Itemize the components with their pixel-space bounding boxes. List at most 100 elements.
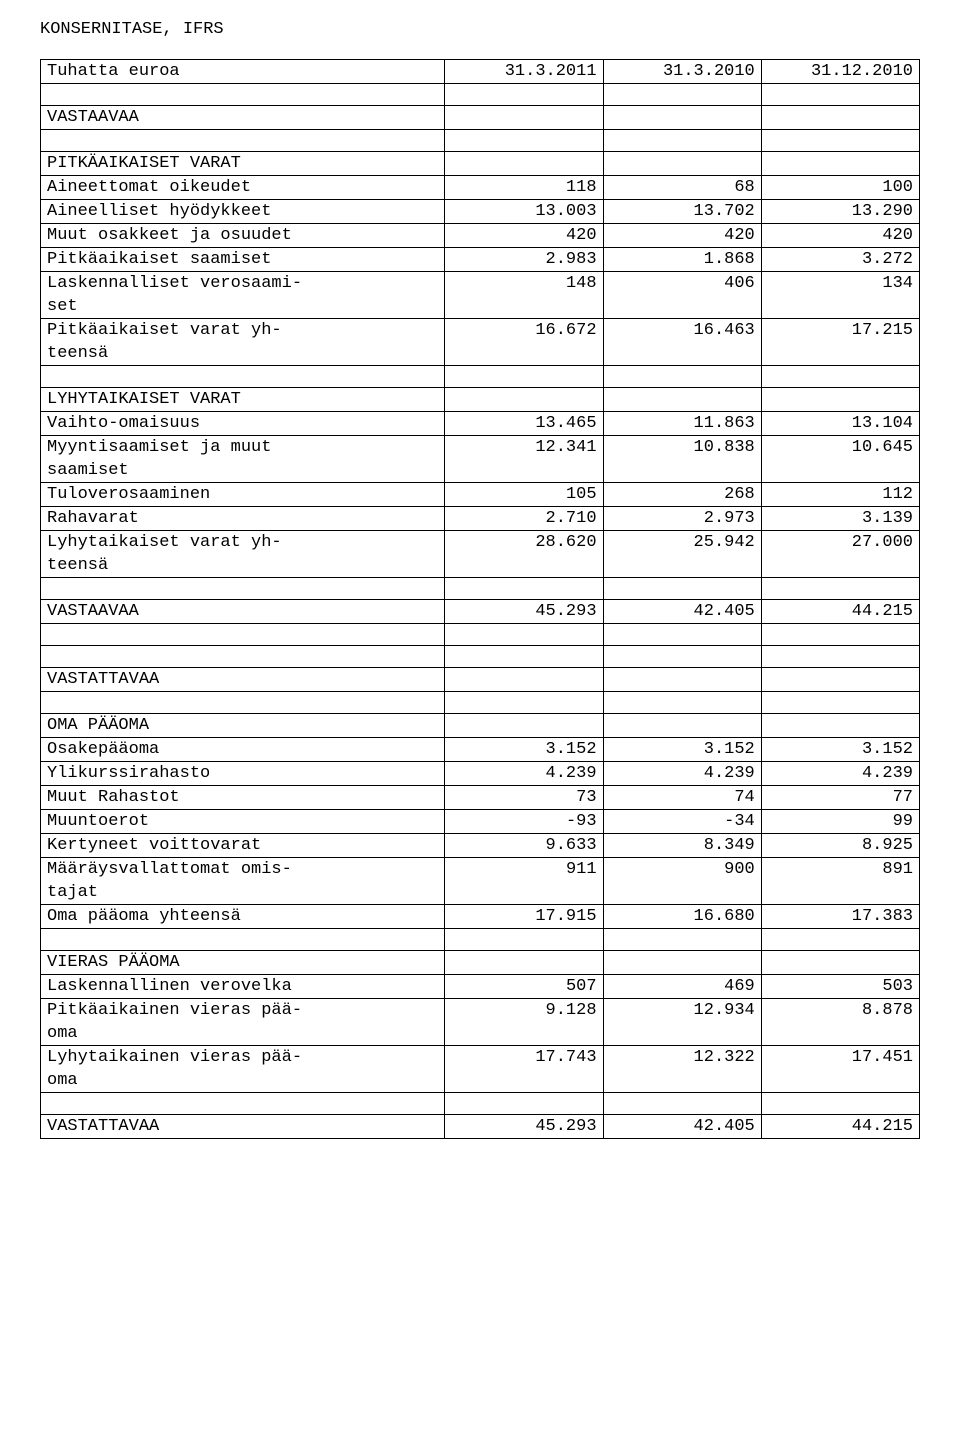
row-label: Aineelliset hyödykkeet xyxy=(41,200,445,224)
cell: 503 xyxy=(761,975,919,999)
cell: 17.383 xyxy=(761,905,919,929)
row-label: Muut osakkeet ja osuudet xyxy=(41,224,445,248)
table-row: Lyhytaikainen vieras pää- 17.743 12.322 … xyxy=(41,1046,920,1070)
header-col2: 31.3.2011 xyxy=(445,60,603,84)
cell: 9.633 xyxy=(445,834,603,858)
table-row: Aineettomat oikeudet 118 68 100 xyxy=(41,176,920,200)
cell: 74 xyxy=(603,786,761,810)
cell: 17.915 xyxy=(445,905,603,929)
row-label: Osakepääoma xyxy=(41,738,445,762)
table-row: Myyntisaamiset ja muut 12.341 10.838 10.… xyxy=(41,436,920,460)
row-label: Vaihto-omaisuus xyxy=(41,412,445,436)
cell: 16.672 xyxy=(445,319,603,366)
cell: 406 xyxy=(603,272,761,319)
row-label: Muut Rahastot xyxy=(41,786,445,810)
table-row: Muuntoerot -93 -34 99 xyxy=(41,810,920,834)
cell: -34 xyxy=(603,810,761,834)
cell: 112 xyxy=(761,483,919,507)
header-label: Tuhatta euroa xyxy=(41,60,445,84)
cell: 10.838 xyxy=(603,436,761,483)
table-row: Ylikurssirahasto 4.239 4.239 4.239 xyxy=(41,762,920,786)
cell: 13.465 xyxy=(445,412,603,436)
cell: 44.215 xyxy=(761,1115,919,1139)
section-vastattavaa: VASTATTAVAA xyxy=(41,668,445,692)
row-label: Muuntoerot xyxy=(41,810,445,834)
cell: 134 xyxy=(761,272,919,319)
row-label: oma xyxy=(41,1069,445,1093)
row-label: VASTATTAVAA xyxy=(41,1115,445,1139)
cell: 420 xyxy=(761,224,919,248)
balance-sheet-table: Tuhatta euroa 31.3.2011 31.3.2010 31.12.… xyxy=(40,59,920,1139)
table-row: Osakepääoma 3.152 3.152 3.152 xyxy=(41,738,920,762)
table-row: Määräysvallattomat omis- 911 900 891 xyxy=(41,858,920,882)
row-label: Laskennallinen verovelka xyxy=(41,975,445,999)
cell: 99 xyxy=(761,810,919,834)
cell: 45.293 xyxy=(445,1115,603,1139)
cell: 17.215 xyxy=(761,319,919,366)
section-row: VIERAS PÄÄOMA xyxy=(41,951,920,975)
cell: 420 xyxy=(603,224,761,248)
cell: 77 xyxy=(761,786,919,810)
cell: 28.620 xyxy=(445,531,603,578)
empty-row xyxy=(41,578,920,600)
cell: 911 xyxy=(445,858,603,905)
table-row: Muut osakkeet ja osuudet 420 420 420 xyxy=(41,224,920,248)
cell: 3.152 xyxy=(603,738,761,762)
cell: 900 xyxy=(603,858,761,905)
cell: 73 xyxy=(445,786,603,810)
row-label: Lyhytaikaiset varat yh- xyxy=(41,531,445,555)
empty-row xyxy=(41,1093,920,1115)
cell: 420 xyxy=(445,224,603,248)
cell: 27.000 xyxy=(761,531,919,578)
section-vieras-paaoma: VIERAS PÄÄOMA xyxy=(41,951,445,975)
table-row: Oma pääoma yhteensä 17.915 16.680 17.383 xyxy=(41,905,920,929)
row-label: tajat xyxy=(41,881,445,905)
empty-row xyxy=(41,366,920,388)
row-label: Aineettomat oikeudet xyxy=(41,176,445,200)
empty-row xyxy=(41,624,920,646)
cell: 13.104 xyxy=(761,412,919,436)
cell: 9.128 xyxy=(445,999,603,1046)
table-row: Kertyneet voittovarat 9.633 8.349 8.925 xyxy=(41,834,920,858)
row-label: Rahavarat xyxy=(41,507,445,531)
row-label: teensä xyxy=(41,342,445,366)
cell: 891 xyxy=(761,858,919,905)
cell: 8.349 xyxy=(603,834,761,858)
row-label: Oma pääoma yhteensä xyxy=(41,905,445,929)
section-row: VASTAAVAA xyxy=(41,106,920,130)
cell: 1.868 xyxy=(603,248,761,272)
cell: 12.341 xyxy=(445,436,603,483)
cell: 13.290 xyxy=(761,200,919,224)
cell: 3.272 xyxy=(761,248,919,272)
row-label: teensä xyxy=(41,554,445,578)
row-label: Pitkäaikaiset varat yh- xyxy=(41,319,445,343)
row-label: saamiset xyxy=(41,459,445,483)
empty-row xyxy=(41,929,920,951)
cell: 17.743 xyxy=(445,1046,603,1093)
table-row: Pitkäaikainen vieras pää- 9.128 12.934 8… xyxy=(41,999,920,1023)
cell: 507 xyxy=(445,975,603,999)
cell: 2.983 xyxy=(445,248,603,272)
row-label: Myyntisaamiset ja muut xyxy=(41,436,445,460)
cell: 12.934 xyxy=(603,999,761,1046)
empty-row xyxy=(41,692,920,714)
cell: 13.003 xyxy=(445,200,603,224)
empty-row xyxy=(41,646,920,668)
cell: 4.239 xyxy=(761,762,919,786)
table-row: Tuloverosaaminen 105 268 112 xyxy=(41,483,920,507)
section-row: OMA PÄÄOMA xyxy=(41,714,920,738)
cell: 13.702 xyxy=(603,200,761,224)
row-label: VASTAAVAA xyxy=(41,600,445,624)
cell: 42.405 xyxy=(603,600,761,624)
cell: 8.878 xyxy=(761,999,919,1046)
header-col4: 31.12.2010 xyxy=(761,60,919,84)
row-label: Lyhytaikainen vieras pää- xyxy=(41,1046,445,1070)
total-row: VASTAAVAA 45.293 42.405 44.215 xyxy=(41,600,920,624)
table-row: Aineelliset hyödykkeet 13.003 13.702 13.… xyxy=(41,200,920,224)
cell: 4.239 xyxy=(603,762,761,786)
cell: 8.925 xyxy=(761,834,919,858)
table-row: Rahavarat 2.710 2.973 3.139 xyxy=(41,507,920,531)
row-label: Määräysvallattomat omis- xyxy=(41,858,445,882)
header-row: Tuhatta euroa 31.3.2011 31.3.2010 31.12.… xyxy=(41,60,920,84)
table-row: Muut Rahastot 73 74 77 xyxy=(41,786,920,810)
